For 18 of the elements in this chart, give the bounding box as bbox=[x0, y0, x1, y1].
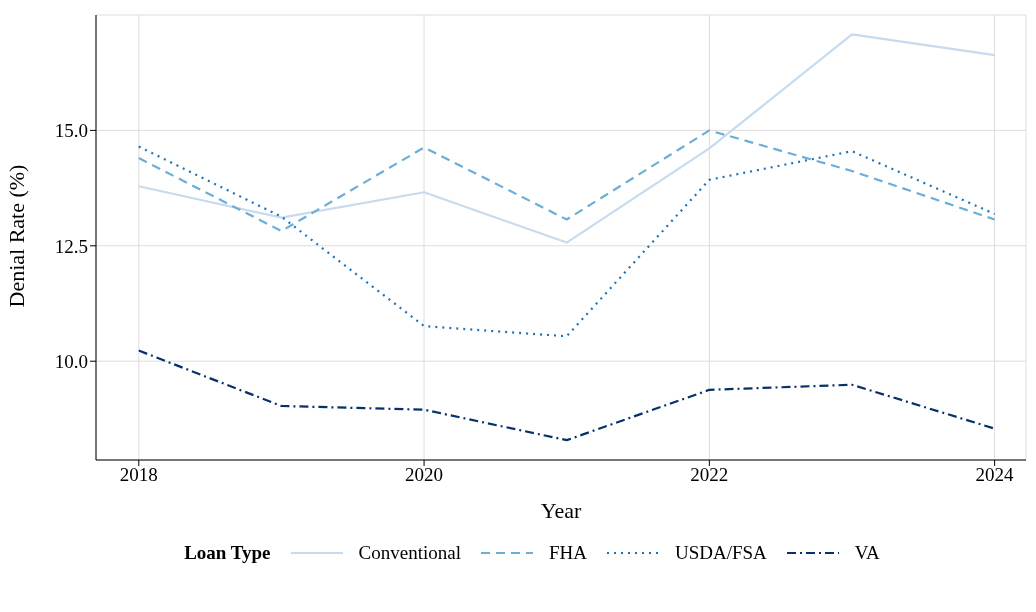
y-axis-title: Denial Rate (%) bbox=[3, 164, 29, 308]
legend-label: FHA bbox=[548, 542, 587, 564]
line-series bbox=[137, 129, 996, 233]
line-series bbox=[137, 33, 996, 244]
y-tick-label: 12.5 bbox=[54, 235, 88, 257]
line-series bbox=[137, 349, 996, 442]
y-tick-label: 10.0 bbox=[54, 350, 88, 372]
x-tick-label: 2022 bbox=[690, 464, 729, 486]
x-tick-label: 2018 bbox=[119, 464, 158, 486]
legend-title: Loan Type bbox=[184, 542, 271, 564]
legend-label: VA bbox=[854, 542, 880, 564]
legend-label: USDA/FSA bbox=[674, 542, 767, 564]
x-axis-title: Year bbox=[540, 498, 582, 523]
y-tick-label: 15.0 bbox=[54, 120, 88, 142]
line-series bbox=[137, 145, 996, 338]
x-tick-label: 2020 bbox=[405, 464, 444, 486]
legend-label: Conventional bbox=[358, 542, 461, 564]
x-tick-label: 2024 bbox=[975, 464, 1015, 486]
